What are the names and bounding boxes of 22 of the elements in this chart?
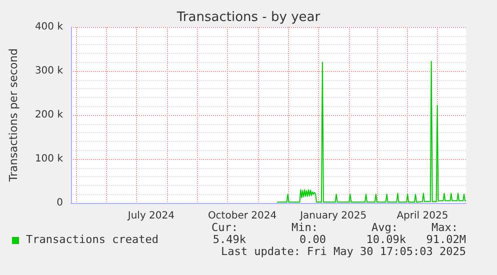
y-tick-label: 400 k (34, 22, 64, 32)
y-tick-label: 200 k (34, 110, 64, 120)
x-tick-label: July 2024 (126, 210, 174, 222)
text: Min: (292, 221, 318, 234)
legend-label: Transactions created (26, 233, 158, 246)
chart-title: Transactions - by year (176, 10, 321, 25)
text: 10.09k (366, 233, 406, 246)
text: Last update: Fri May 30 17:05:03 2025 (220, 245, 466, 258)
y-axis-title: Transactions per second (7, 48, 20, 183)
text: Cur: (212, 221, 238, 234)
y-tick-label: 300 k (34, 66, 64, 76)
y-tick-label: 100 k (34, 154, 64, 164)
x-tick-label: October 2024 (208, 210, 277, 222)
y-tick-label: 0 (56, 198, 63, 208)
text: Avg: (372, 221, 398, 234)
text: Max: (432, 221, 458, 234)
x-tick-label: January 2025 (299, 210, 367, 222)
text: 5.49k (212, 233, 246, 246)
x-tick-label: April 2025 (396, 210, 448, 222)
line-series (276, 60, 466, 203)
text: 0.00 (300, 233, 326, 246)
text: 91.02M (426, 233, 466, 246)
